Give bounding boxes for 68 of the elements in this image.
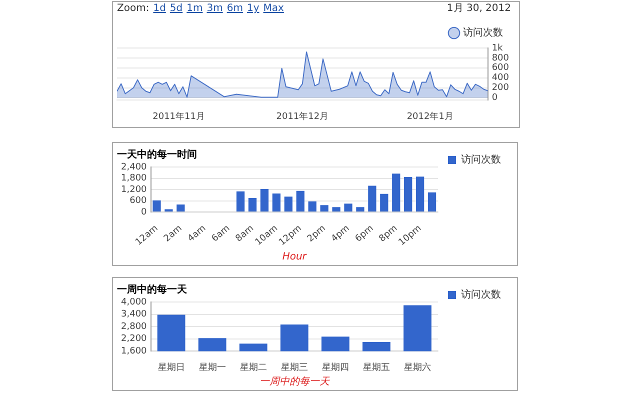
- x-tick-label: 4pm: [330, 224, 352, 244]
- bar: [248, 198, 257, 212]
- text: 3m: [206, 3, 223, 14]
- x-tick-label: 4am: [186, 224, 208, 244]
- x-tick-label: 星期六: [404, 362, 431, 373]
- y-tick-label: 200: [492, 83, 510, 94]
- x-tick-label: 星期日: [158, 362, 185, 373]
- bar: [284, 196, 292, 212]
- text: 1d: [153, 3, 166, 14]
- text: 6m: [226, 3, 243, 14]
- y-tick-label: 3,400: [121, 310, 148, 320]
- y-tick-label: 1,200: [121, 184, 148, 195]
- x-tick-label: 6pm: [354, 224, 376, 244]
- text: 1月 30, 2012: [446, 2, 511, 16]
- text: 5d: [170, 3, 183, 14]
- bar: [380, 194, 388, 212]
- legend-label: 访问次数: [461, 288, 501, 301]
- bar: [176, 204, 185, 212]
- y-tick-label: 400: [492, 73, 510, 84]
- x-tick-label: 星期五: [362, 362, 390, 373]
- legend-label: 访问次数: [463, 26, 503, 39]
- legend-label: 访问次数: [461, 154, 501, 166]
- x-tick-label: 2012年1月: [406, 110, 454, 122]
- bar: [344, 204, 352, 212]
- bar: [320, 205, 328, 212]
- y-tick-label: 1k: [492, 43, 504, 54]
- bar: [164, 209, 173, 212]
- x-tick-label: 星期一: [198, 362, 226, 373]
- y-tick-label: 0: [141, 207, 148, 218]
- bar: [356, 207, 364, 212]
- text: Max: [263, 3, 284, 14]
- y-tick-label: 600: [130, 196, 148, 206]
- bar: [296, 190, 304, 212]
- x-tick-label: 星期三: [280, 362, 308, 373]
- y-tick-label: 2,800: [121, 322, 148, 332]
- x-axis-title: Hour: [282, 252, 308, 263]
- bar: [152, 200, 161, 212]
- bar: [272, 193, 280, 212]
- bar: [308, 201, 316, 212]
- bar: [332, 207, 340, 212]
- bar: [392, 174, 400, 212]
- chart-title: 一天中的每一时间: [117, 148, 197, 161]
- bar: [236, 191, 245, 212]
- bar: [416, 176, 424, 212]
- x-tick-label: 6am: [210, 224, 232, 244]
- text: 1m: [186, 3, 203, 14]
- text: 1y: [246, 3, 260, 14]
- x-tick-label: 2011年12月: [276, 110, 329, 122]
- y-tick-label: 2,400: [121, 162, 148, 172]
- bar: [428, 192, 436, 212]
- y-tick-label: 600: [492, 63, 510, 74]
- bar: [404, 176, 412, 212]
- y-tick-label: 0: [492, 93, 498, 104]
- x-tick-label: 8pm: [378, 224, 400, 244]
- x-axis-title: 一周中的每一天: [259, 376, 330, 388]
- x-tick-label: 星期二: [240, 362, 267, 373]
- bar: [260, 188, 269, 212]
- x-tick-label: 星期四: [322, 362, 349, 373]
- y-tick-label: 1,800: [121, 174, 148, 184]
- x-tick-label: 2011年11月: [152, 110, 205, 122]
- y-tick-label: 4,000: [121, 297, 148, 308]
- text: Zoom:: [117, 3, 150, 14]
- chart-title: 一周中的每一天: [117, 284, 188, 296]
- y-tick-label: 800: [492, 53, 510, 64]
- bar: [368, 186, 376, 212]
- x-tick-label: 8am: [234, 224, 256, 244]
- y-tick-label: 2,200: [121, 334, 148, 344]
- y-tick-label: 1,600: [121, 346, 148, 357]
